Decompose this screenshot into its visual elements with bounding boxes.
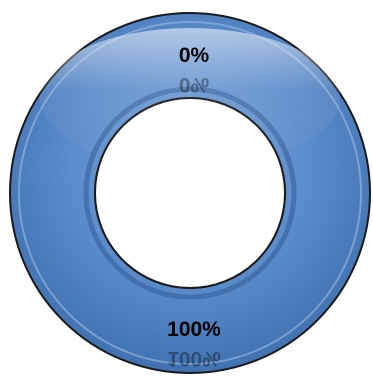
slice-label-reflection-0: 100%	[167, 347, 221, 370]
slice-label-0: 100%	[167, 318, 221, 341]
ring-outer-bevel	[18, 21, 362, 365]
slice-label-reflection-1: 0%	[179, 73, 210, 96]
ring-gloss	[40, 28, 340, 168]
slice-label-1: 0%	[179, 44, 210, 67]
